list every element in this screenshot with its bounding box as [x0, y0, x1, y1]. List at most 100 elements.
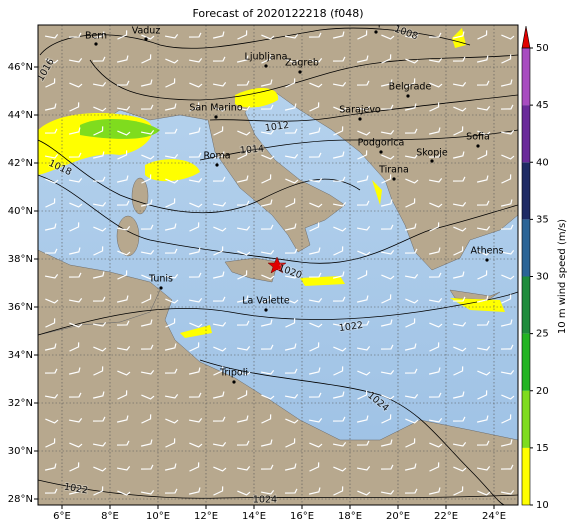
- y-tick-label: 32°N: [8, 398, 33, 409]
- map-frame: [37, 24, 519, 506]
- wind-barb: [356, 175, 369, 183]
- wind-barb: [212, 56, 226, 62]
- wind-barb: [476, 175, 489, 183]
- wind-barb: [404, 103, 417, 111]
- wind-barb: [477, 390, 488, 400]
- x-tick-label: 16°E: [290, 511, 314, 522]
- wind-barb: [236, 55, 249, 63]
- wind-barb: [453, 486, 464, 496]
- colorbar-tick-label: 45: [536, 100, 549, 111]
- wind-barb: [44, 274, 59, 279]
- wind-barb: [260, 104, 274, 110]
- wind-barb: [237, 490, 251, 496]
- wind-barb: [44, 394, 59, 399]
- wind-barb: [213, 366, 224, 376]
- wind-barb: [260, 439, 273, 447]
- colorbar-tick-label: 50: [536, 43, 549, 54]
- wind-barb: [69, 322, 83, 328]
- y-tick-label: 34°N: [8, 350, 33, 361]
- wind-barb: [332, 82, 347, 87]
- wind-barb: [260, 250, 275, 255]
- wind-barb: [284, 274, 299, 279]
- colorbar-segment: [522, 48, 530, 106]
- wind-barb: [68, 58, 83, 63]
- wind-barb: [356, 80, 370, 86]
- wind-barb: [452, 271, 465, 279]
- wind-barb: [284, 223, 297, 231]
- wind-barb: [332, 322, 347, 327]
- wind-barb: [308, 418, 323, 423]
- wind-barb: [501, 54, 512, 64]
- wind-barb: [116, 295, 129, 303]
- wind-barb: [356, 226, 371, 231]
- wind-barb: [284, 394, 299, 399]
- y-tick-label: 42°N: [8, 158, 33, 169]
- wind-barb: [356, 295, 369, 303]
- wind-barb: [501, 294, 512, 304]
- y-tick-label: 30°N: [8, 446, 33, 457]
- wind-barb: [429, 222, 440, 232]
- wind-barb: [452, 296, 466, 302]
- wind-barb: [45, 438, 56, 448]
- wind-barb: [44, 128, 58, 134]
- wind-barb: [261, 154, 275, 160]
- wind-barb: [356, 440, 370, 446]
- wind-barb: [333, 126, 344, 136]
- wind-barb: [308, 127, 321, 135]
- wind-barb: [500, 104, 514, 110]
- colorbar-tick-label: 15: [536, 443, 549, 454]
- wind-barb: [237, 250, 251, 256]
- wind-barb: [45, 198, 56, 208]
- wind-barb: [356, 55, 369, 63]
- wind-barb: [453, 366, 464, 376]
- wind-barb: [45, 418, 59, 424]
- wind-barb: [44, 463, 57, 471]
- wind-barb: [308, 272, 322, 278]
- wind-barb: [357, 250, 371, 256]
- wind-barb: [69, 82, 83, 88]
- wind-barb: [356, 346, 371, 351]
- wind-barb: [476, 320, 490, 326]
- city-label: Belgrade: [389, 82, 432, 93]
- wind-barb: [189, 442, 203, 448]
- wind-barb: [141, 414, 152, 424]
- wind-barb: [476, 346, 491, 351]
- wind-barb: [69, 102, 80, 112]
- wind-barb: [284, 488, 298, 494]
- isobar-label: 1022: [63, 481, 89, 496]
- city-dot: [374, 30, 378, 34]
- wind-barb: [404, 274, 419, 279]
- wind-barb: [356, 466, 371, 471]
- wind-barb: [428, 152, 442, 158]
- wind-barb: [333, 466, 347, 472]
- wind-barb: [44, 248, 58, 254]
- wind-barb: [285, 198, 296, 208]
- wind-barb: [500, 370, 515, 375]
- city-dot: [232, 380, 236, 384]
- wind-barb: [453, 126, 464, 136]
- wind-barb: [236, 295, 249, 303]
- wind-barb: [188, 418, 203, 423]
- wind-barb: [380, 319, 393, 327]
- city-label: Podgorica: [358, 138, 405, 149]
- wind-barb: [308, 247, 321, 255]
- city-label: Sofia: [466, 132, 490, 143]
- wind-barb: [452, 416, 466, 422]
- wind-barb: [357, 390, 368, 400]
- wind-barb: [333, 226, 347, 232]
- y-tick-label: 38°N: [8, 254, 33, 265]
- wind-barb: [356, 320, 370, 326]
- wind-barb: [44, 223, 57, 231]
- wind-barb: [332, 56, 346, 62]
- wind-barb: [453, 226, 467, 232]
- wind-barb: [333, 246, 344, 256]
- wind-barb: [44, 34, 59, 39]
- wind-barb: [405, 198, 416, 208]
- wind-barb: [261, 394, 275, 400]
- wind-barb: [164, 274, 179, 279]
- city-dot: [430, 159, 434, 163]
- wind-barb: [285, 418, 299, 424]
- wind-barb: [332, 202, 347, 207]
- wind-barb: [381, 294, 392, 304]
- wind-barb: [500, 344, 514, 350]
